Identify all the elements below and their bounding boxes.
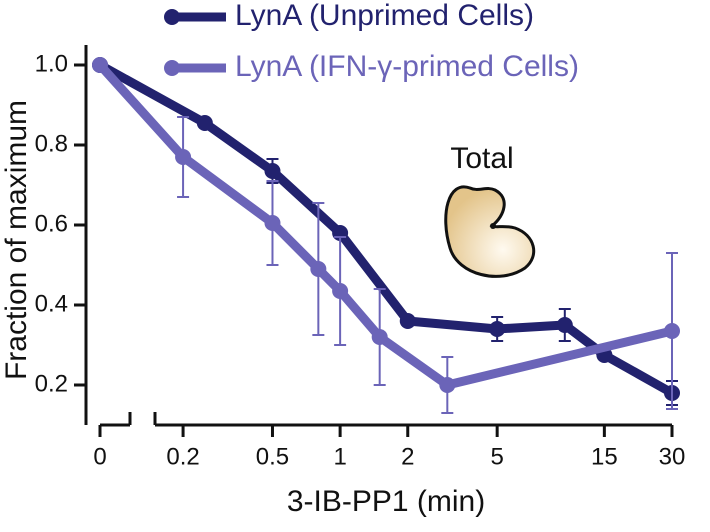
y-tick-label: 0.2: [35, 370, 68, 397]
data-point: [399, 313, 416, 329]
data-point: [556, 317, 573, 333]
x-tick-label: 0.5: [256, 443, 289, 470]
cell-icon-dot: [490, 223, 496, 229]
data-point: [332, 283, 349, 299]
data-point: [664, 323, 680, 339]
data-point: [264, 163, 281, 179]
axes: [84, 45, 672, 427]
legend-marker: [164, 60, 180, 76]
y-tick-label: 0.6: [35, 210, 68, 237]
x-tick-label: 30: [659, 443, 686, 470]
legend-label: LynA (IFN-γ-primed Cells): [235, 50, 579, 83]
x-tick-label: 5: [490, 443, 503, 470]
annotation: Total: [450, 142, 513, 175]
legend-marker: [164, 9, 180, 25]
y-tick-label: 0.8: [35, 130, 68, 157]
legend-label: LynA (Unprimed Cells): [235, 0, 534, 32]
x-tick-label: 1: [333, 443, 346, 470]
cell-icon: [444, 185, 536, 278]
x-tick-label: 0: [93, 443, 106, 470]
x-tick-label: 2: [401, 443, 414, 470]
data-point: [439, 377, 456, 393]
data-point: [175, 149, 192, 165]
data-point: [196, 115, 213, 131]
y-tick-label: 0.4: [35, 290, 68, 317]
series-line: [96, 61, 674, 390]
x-tick-label: 0.2: [166, 443, 199, 470]
y-axis-label: Fraction of maximum: [0, 100, 33, 380]
y-tick-label: 1.0: [35, 50, 68, 77]
data-point: [92, 57, 108, 73]
data-point: [489, 321, 506, 337]
x-axis-label: 3-IB-PP1 (min): [287, 485, 485, 518]
x-tick-label: 15: [591, 443, 618, 470]
data-point: [264, 215, 281, 231]
data-point: [371, 329, 388, 345]
data-point: [310, 261, 327, 277]
